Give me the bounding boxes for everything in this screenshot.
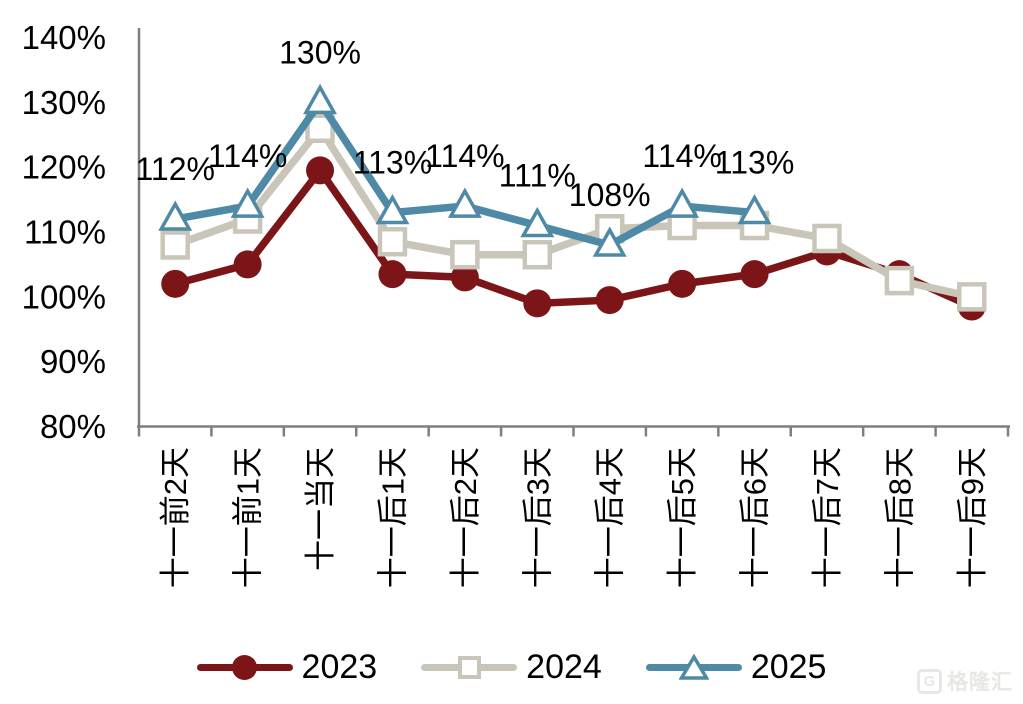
marker-2023	[595, 286, 624, 315]
marker-2025	[230, 187, 265, 218]
y-axis-tick-label: 110%	[24, 214, 106, 251]
x-axis-category-label: 十一前2天	[158, 447, 193, 588]
legend-swatch-2024	[421, 652, 518, 682]
marker-2023	[233, 250, 262, 279]
y-axis-tick-label: 120%	[22, 149, 106, 186]
axes	[137, 28, 1010, 437]
legend-swatch-2025	[645, 652, 742, 682]
marker-2024	[450, 239, 480, 270]
legend-label-2024: 2024	[526, 648, 602, 686]
data-label: 114%	[642, 138, 721, 174]
marker-2025	[303, 83, 338, 115]
marker-2025	[375, 193, 410, 225]
marker-2025	[665, 187, 700, 218]
marker-2025	[447, 187, 482, 218]
y-axis-tick-label: 80%	[40, 408, 106, 445]
marker-2023	[161, 269, 190, 298]
x-axis-category-label: 十一后4天	[593, 447, 628, 588]
y-axis-tick-label: 100%	[22, 278, 106, 315]
gelonghui-logo-icon: G	[917, 668, 942, 694]
marker-2023	[740, 260, 769, 289]
legend-swatch-2023	[196, 652, 293, 682]
x-axis-category-label: 十一后3天	[520, 447, 555, 588]
x-axis-category-label: 十一后9天	[955, 447, 990, 588]
data-label: 114%	[425, 138, 504, 174]
marker-2025	[592, 226, 627, 257]
marker-2024	[377, 226, 408, 257]
x-axis-category-label: 十一后1天	[375, 447, 410, 588]
legend: 2023 2024 2025	[0, 650, 1023, 684]
y-axis-tick-label: 130%	[22, 84, 106, 121]
series-group	[158, 83, 987, 321]
x-axis-category-label: 十一后2天	[448, 447, 483, 588]
watermark: G 格隆汇	[917, 666, 1013, 696]
triangle-marker-icon	[678, 653, 709, 680]
marker-2024	[160, 230, 190, 260]
legend-item-2024: 2024	[421, 650, 602, 684]
legend-label-2025: 2025	[750, 648, 827, 686]
x-axis-category-label: 十一当天	[303, 447, 338, 571]
watermark-text: 格隆汇	[947, 671, 1013, 694]
data-label: 108%	[569, 177, 651, 213]
y-axis-labels: 140% 130% 120% 110% 100% 90% 80%	[22, 19, 106, 445]
data-label: 111%	[499, 158, 576, 194]
x-axis-labels: 十一前2天 十一前1天 十一当天 十一后1天 十一后2天 十一后3天 十一后4天 十一后5天 十…	[158, 447, 990, 588]
x-axis-category-label: 十一后5天	[665, 447, 700, 588]
data-label: 113%	[715, 145, 794, 181]
data-label: 112%	[135, 151, 214, 187]
marker-2023	[450, 263, 479, 292]
data-label: 113%	[353, 145, 432, 181]
x-axis-category-label: 十一后8天	[882, 447, 917, 588]
marker-2025	[158, 200, 193, 231]
legend-label-2023: 2023	[301, 648, 378, 686]
x-axis-category-label: 十一后6天	[738, 447, 773, 588]
data-labels: 112%114%130%113%114%111%108%114%113%	[135, 34, 794, 213]
x-axis-category-label: 十一前1天	[231, 447, 266, 588]
marker-2024	[957, 282, 987, 312]
x-axis-category-label: 十一后7天	[810, 447, 845, 588]
marker-2023	[668, 269, 697, 298]
marker-2023	[523, 289, 552, 318]
marker-2024	[522, 239, 553, 270]
legend-item-2023: 2023	[196, 648, 378, 686]
square-marker-icon	[457, 655, 481, 679]
legend-item-2025: 2025	[645, 648, 827, 686]
marker-2023	[378, 260, 407, 289]
circle-marker-icon	[232, 654, 258, 680]
data-label: 114%	[208, 138, 287, 174]
marker-2023	[306, 156, 335, 185]
marker-2025	[737, 193, 772, 225]
y-axis-tick-label: 140%	[22, 19, 106, 56]
data-label: 130%	[279, 34, 361, 70]
marker-2024	[812, 223, 842, 254]
y-axis-tick-label: 90%	[40, 343, 106, 380]
marker-2025	[520, 206, 555, 238]
marker-2024	[884, 265, 915, 296]
